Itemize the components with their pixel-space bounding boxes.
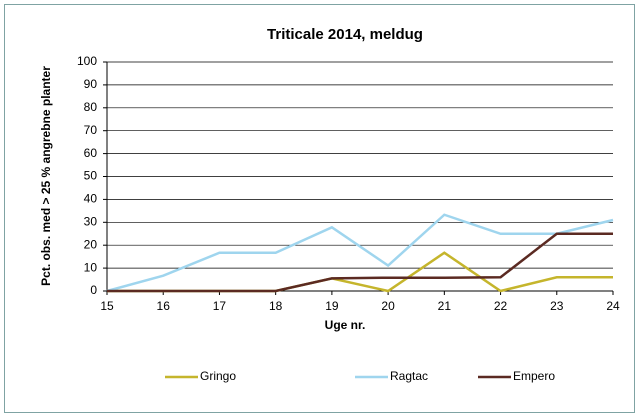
x-tick-label: 20 [381, 299, 395, 313]
y-tick-label: 10 [84, 260, 98, 274]
y-tick-label: 0 [90, 283, 97, 297]
x-tick-label: 18 [269, 299, 283, 313]
y-tick-label: 90 [84, 77, 98, 91]
x-tick-label: 23 [550, 299, 564, 313]
x-tick-label: 16 [157, 299, 171, 313]
y-tick-label: 30 [84, 214, 98, 228]
legend-label: Gringo [200, 369, 236, 383]
x-axis-label: Uge nr. [325, 318, 366, 332]
y-tick-label: 40 [84, 192, 98, 206]
y-tick-label: 60 [84, 146, 98, 160]
y-tick-label: 100 [77, 54, 97, 68]
y-axis-label: Pct. obs. med > 25 % angrebne planter [39, 66, 53, 286]
legend-label: Empero [513, 369, 555, 383]
x-tick-label: 22 [494, 299, 508, 313]
chart-title: Triticale 2014, meldug [267, 26, 423, 43]
y-tick-label: 50 [84, 169, 98, 183]
y-tick-label: 70 [84, 123, 98, 137]
x-tick-label: 15 [100, 299, 114, 313]
x-tick-label: 19 [325, 299, 339, 313]
legend-label: Ragtac [390, 369, 428, 383]
y-tick-label: 80 [84, 100, 98, 114]
series-line [107, 232, 613, 293]
chart-frame [4, 4, 635, 413]
x-tick-label: 17 [213, 299, 227, 313]
series-line [106, 213, 614, 293]
y-tick-label: 20 [84, 237, 98, 251]
x-tick-label: 21 [438, 299, 452, 313]
x-tick-label: 24 [606, 299, 620, 313]
